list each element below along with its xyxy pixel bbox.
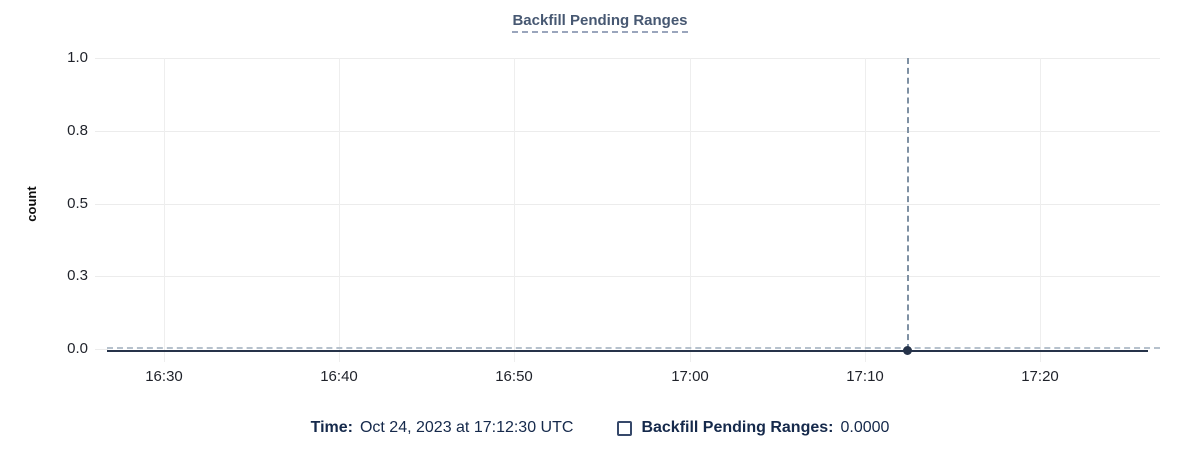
legend-series-value: 0.0000 [840, 419, 890, 436]
series-line-backfill-pending-ranges [107, 350, 1148, 352]
gridline-horizontal [95, 276, 1160, 277]
x-tick-label: 16:40 [320, 368, 358, 385]
hover-legend: Time: Oct 24, 2023 at 17:12:30 UTC Backf… [0, 419, 1200, 437]
gridline-vertical [514, 58, 515, 362]
gridline-horizontal [95, 204, 1160, 205]
legend-series-label: Backfill Pending Ranges: [641, 419, 834, 436]
y-tick-label: 1.0 [67, 49, 88, 66]
chart-header: Backfill Pending Ranges [0, 12, 1200, 33]
x-tick-label: 17:10 [846, 368, 884, 385]
gridline-horizontal [95, 131, 1160, 132]
chart-plot-area[interactable] [95, 58, 1160, 362]
x-tick-label: 16:30 [145, 368, 183, 385]
x-tick-label: 17:20 [1021, 368, 1059, 385]
hovered-data-point-dot [903, 346, 912, 355]
y-tick-label: 0.8 [67, 122, 88, 139]
chart-title[interactable]: Backfill Pending Ranges [512, 12, 688, 33]
x-tick-label: 17:00 [671, 368, 709, 385]
gridline-horizontal [95, 58, 1160, 59]
zero-value-dashed-guide [107, 347, 1160, 349]
series-visibility-checkbox[interactable] [617, 420, 633, 436]
gridline-vertical [339, 58, 340, 362]
y-tick-label: 0.5 [67, 195, 88, 212]
legend-time-label: Time: [310, 419, 353, 436]
hover-crosshair-line [907, 58, 909, 350]
y-tick-label: 0.3 [67, 267, 88, 284]
gridline-vertical [1040, 58, 1041, 362]
gridline-horizontal-zero [95, 349, 108, 350]
gridline-vertical [865, 58, 866, 362]
legend-time-value: Oct 24, 2023 at 17:12:30 UTC [359, 419, 574, 436]
gridline-vertical [164, 58, 165, 362]
gridline-vertical [690, 58, 691, 362]
legend-series-group: Backfill Pending Ranges: 0.0000 [617, 419, 889, 437]
y-tick-label: 0.0 [67, 340, 88, 357]
x-tick-label: 16:50 [495, 368, 533, 385]
